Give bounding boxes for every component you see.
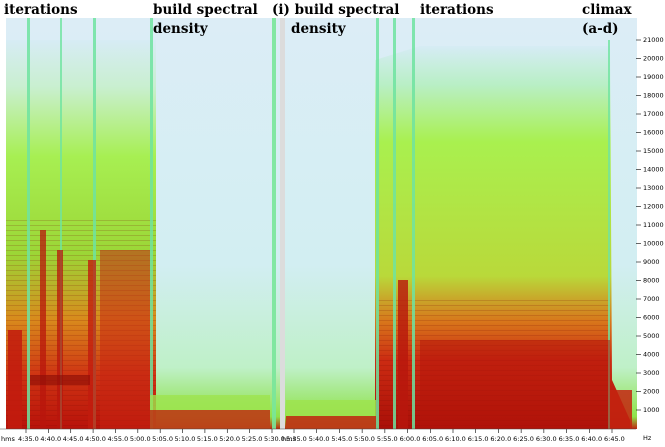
freq-tick-label: 4000 <box>643 351 660 359</box>
time-tick-label: 4:55.0 <box>107 435 128 443</box>
time-tick-label: 5:25.0 <box>242 435 263 443</box>
time-tick-label: 4:40.0 <box>40 435 61 443</box>
panel-separator <box>280 18 285 429</box>
annotation-iterations-1: iterations <box>4 2 78 18</box>
time-tick-label: 6:05.0 <box>422 435 443 443</box>
frequency-axis: 21000 20000 19000 18000 17000 16000 15000 14000… <box>636 36 664 442</box>
freq-tick-label: 16000 <box>643 129 664 137</box>
freq-tick-label: 14000 <box>643 166 664 174</box>
annotation-iterations-2: iterations <box>420 2 494 18</box>
freq-tick-label: 13000 <box>643 184 664 192</box>
time-tick-label: 5:20.0 <box>219 435 240 443</box>
freq-unit-label: Hz <box>643 434 652 442</box>
freq-tick-label: 21000 <box>643 36 664 44</box>
time-tick-label: 4:35.0 <box>18 435 39 443</box>
freq-tick-label: 2000 <box>643 388 660 396</box>
time-tick-label: 6:25.0 <box>513 435 534 443</box>
freq-tick-label: 20000 <box>643 55 664 63</box>
time-tick-label: 6:45.0 <box>604 435 625 443</box>
time-tick-label: 6:35.0 <box>559 435 580 443</box>
freq-tick-label: 5000 <box>643 332 660 340</box>
time-tick-label: 6:30.0 <box>536 435 557 443</box>
freq-tick-label: 7000 <box>643 295 660 303</box>
freq-tick-label: 18000 <box>643 92 664 100</box>
time-tick-label: 5:35.0 <box>286 435 307 443</box>
spectral-vertical-lines <box>27 18 610 429</box>
time-tick-label: 5:45.0 <box>331 435 352 443</box>
time-unit-label: hms <box>282 435 296 443</box>
annotation-build-spectral-2: (i) build spectral density <box>272 2 399 37</box>
freq-tick-label: 6000 <box>643 314 660 322</box>
freq-tick-label: 15000 <box>643 147 664 155</box>
time-tick-label: 5:00.0 <box>130 435 151 443</box>
freq-tick-label: 1000 <box>643 406 660 414</box>
time-unit-label: hms <box>1 435 15 443</box>
time-tick-label: 6:15.0 <box>468 435 489 443</box>
freq-tick-label: 12000 <box>643 203 664 211</box>
freq-tick-label: 10000 <box>643 240 664 248</box>
time-tick-label: 5:15.0 <box>197 435 218 443</box>
annotation-climax: climax (a-d) <box>582 2 633 37</box>
time-tick-label: 5:55.0 <box>377 435 398 443</box>
time-tick-label: 5:50.0 <box>354 435 375 443</box>
time-tick-label: 5:40.0 <box>309 435 330 443</box>
time-tick-label: 6:00.0 <box>400 435 421 443</box>
freq-tick-label: 17000 <box>643 110 664 118</box>
freq-tick-label: 3000 <box>643 369 660 377</box>
time-tick-label: 6:10.0 <box>445 435 466 443</box>
time-tick-label: 6:20.0 <box>490 435 511 443</box>
spectral-hot-streaks <box>8 230 632 429</box>
freq-tick-label: 9000 <box>643 258 660 266</box>
time-tick-label: 5:05.0 <box>152 435 173 443</box>
freq-tick-label: 8000 <box>643 277 660 285</box>
time-axis: 4:35.0 4:40.0 4:45.0 4:50.0 4:55.0 5:00.0 5:05… <box>0 428 636 443</box>
time-tick-label: 4:45.0 <box>63 435 84 443</box>
freq-tick-label: 19000 <box>643 73 664 81</box>
time-tick-label: 5:10.0 <box>175 435 196 443</box>
time-tick-label: 6:40.0 <box>581 435 602 443</box>
time-tick-label: 5:30.0 <box>264 435 285 443</box>
freq-tick-label: 11000 <box>643 221 664 229</box>
annotation-build-spectral-1: build spectral density <box>153 2 258 37</box>
time-tick-label: 4:50.0 <box>85 435 106 443</box>
